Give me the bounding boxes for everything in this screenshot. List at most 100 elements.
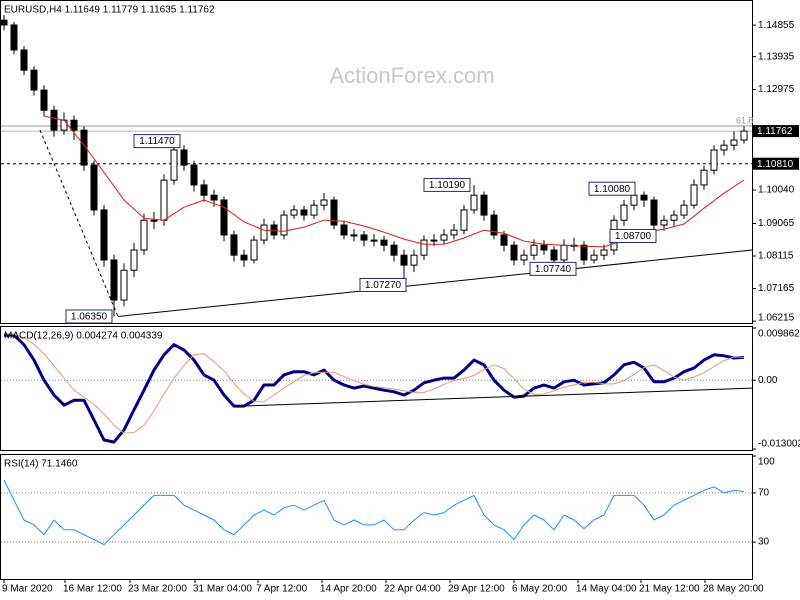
y-tick-label: 1.06215 xyxy=(758,313,795,324)
trendline xyxy=(117,249,753,317)
candle-body xyxy=(540,244,548,251)
candle-body xyxy=(410,254,418,266)
x-tick-label: 31 Mar 04:00 xyxy=(193,584,252,595)
x-tick-label: 22 Apr 04:00 xyxy=(384,584,441,595)
price-level-tag xyxy=(753,125,799,138)
candle-body xyxy=(160,179,168,221)
candle-body xyxy=(380,239,388,246)
candle-body xyxy=(710,149,718,171)
candle-body xyxy=(40,89,48,111)
price-annotation-box xyxy=(359,277,407,292)
indicator-line xyxy=(4,333,745,444)
candle-body xyxy=(530,244,538,256)
price-annotation-label: 1.07740 xyxy=(535,264,572,275)
candle-body xyxy=(650,199,658,226)
y-tick-label: 1.13935 xyxy=(758,51,795,62)
y-tick-label: 1.09065 xyxy=(758,218,795,229)
x-tick-label: 9 Mar 2020 xyxy=(2,584,53,595)
price-annotation-box xyxy=(529,261,577,276)
candle-body xyxy=(660,219,668,226)
candle-body xyxy=(400,254,408,266)
candle-body xyxy=(600,249,608,256)
trendline xyxy=(39,129,119,317)
price-level-label: 1.11762 xyxy=(757,126,793,137)
candle-body xyxy=(590,254,598,261)
candle-body xyxy=(260,224,268,241)
candle-body xyxy=(30,69,38,91)
candle-body xyxy=(90,164,98,211)
price-annotation-label: 1.07270 xyxy=(365,280,402,291)
candle-body xyxy=(450,229,458,236)
candle-body xyxy=(460,209,468,231)
candle-body xyxy=(50,109,58,131)
candle-body xyxy=(680,204,688,216)
candle-body xyxy=(220,199,228,236)
x-tick-label: 6 May 20:00 xyxy=(512,584,567,595)
candle-body xyxy=(250,239,258,261)
price-annotation-box xyxy=(423,177,471,192)
candle-body xyxy=(280,214,288,236)
x-tick-label: 28 May 20:00 xyxy=(703,584,764,595)
fib-level-label: 61.8 xyxy=(736,115,754,125)
candle-body xyxy=(420,239,428,256)
price-annotation-label: 1.06350 xyxy=(71,312,108,323)
y-tick-label: 1.08115 xyxy=(758,251,794,262)
candle-body xyxy=(290,209,298,216)
candle-body xyxy=(580,244,588,261)
price-annotation-label: 1.11470 xyxy=(139,136,175,147)
candle-body xyxy=(300,209,308,216)
candle-body xyxy=(630,194,638,206)
price-annotation-label: 1.10190 xyxy=(429,180,466,191)
price-annotation-label: 1.10080 xyxy=(594,184,631,195)
candle-body xyxy=(130,249,138,271)
candle-body xyxy=(640,194,648,201)
y-tick-label: 0.009862 xyxy=(758,329,800,340)
candle-body xyxy=(360,234,368,241)
price-annotation-box xyxy=(588,181,636,196)
candle-body xyxy=(550,249,558,261)
price-level-label: 1.10810 xyxy=(757,159,794,170)
candle-body xyxy=(80,129,88,166)
y-tick-label: 0.00 xyxy=(758,375,778,386)
rsi-panel-frame xyxy=(0,454,753,580)
candle-body xyxy=(560,244,568,261)
watermark: ActionForex.com xyxy=(329,63,494,88)
candle-body xyxy=(190,164,198,186)
candle-body xyxy=(310,204,318,216)
x-tick-label: 14 Apr 20:00 xyxy=(320,584,377,595)
panel-title: EURUSD,H4 1.11649 1.11779 1.11635 1.1176… xyxy=(4,5,215,16)
candle-body xyxy=(320,199,328,206)
y-tick-label: 1.10040 xyxy=(758,185,795,196)
candle-body xyxy=(20,49,28,71)
candle-body xyxy=(60,119,68,131)
price-annotation-label: 1.08700 xyxy=(615,231,652,242)
x-tick-label: 14 May 04:00 xyxy=(576,584,637,595)
candle-body xyxy=(180,149,188,166)
candle-body xyxy=(120,269,128,301)
x-tick-label: 7 Apr 12:00 xyxy=(256,584,308,595)
candle-body xyxy=(470,194,478,211)
y-tick-label: -0.013002 xyxy=(758,439,800,450)
x-tick-label: 21 May 12:00 xyxy=(639,584,700,595)
candle-body xyxy=(200,184,208,196)
indicator-line xyxy=(3,333,745,434)
candle-body xyxy=(440,234,448,241)
candle-body xyxy=(70,119,78,131)
candle-body xyxy=(500,234,508,246)
y-tick-label: 1.07165 xyxy=(758,283,795,294)
y-tick-label: 1.12975 xyxy=(758,84,795,95)
candle-body xyxy=(110,259,118,301)
candle-body xyxy=(390,244,398,256)
candle-body xyxy=(170,149,178,181)
candle-body xyxy=(700,169,708,186)
y-tick-label: 70 xyxy=(758,488,770,499)
x-tick-label: 16 Mar 12:00 xyxy=(63,584,122,595)
candle-body xyxy=(730,139,738,146)
candle-body xyxy=(720,144,728,151)
y-tick-label: 30 xyxy=(758,537,770,548)
candle-body xyxy=(340,224,348,236)
candle-body xyxy=(490,214,498,236)
y-tick-label: 1.14855 xyxy=(758,20,795,31)
